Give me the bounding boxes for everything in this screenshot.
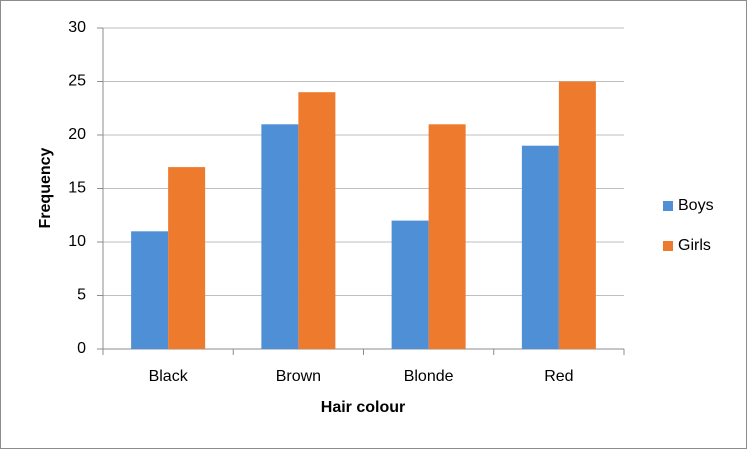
x-tick-label: Brown bbox=[276, 368, 321, 385]
bar bbox=[521, 145, 559, 349]
y-tick-label: 0 bbox=[77, 340, 86, 357]
y-tick-label: 20 bbox=[68, 126, 86, 143]
y-axis-title: Frequency bbox=[37, 147, 54, 228]
bar bbox=[261, 124, 299, 349]
y-tick-label: 25 bbox=[68, 73, 86, 90]
y-tick-label: 15 bbox=[68, 180, 86, 197]
y-tick-label: 10 bbox=[68, 233, 86, 250]
bar bbox=[428, 124, 466, 349]
bar bbox=[131, 231, 169, 349]
x-tick-label: Red bbox=[544, 368, 573, 385]
legend-swatch bbox=[663, 201, 673, 211]
legend-swatch bbox=[663, 241, 673, 251]
x-tick-label: Blonde bbox=[404, 368, 454, 385]
x-tick-label: Black bbox=[149, 368, 189, 385]
bar bbox=[168, 167, 206, 349]
y-tick-label: 30 bbox=[68, 19, 86, 36]
bar bbox=[391, 220, 429, 349]
y-tick-label: 5 bbox=[77, 287, 86, 304]
bar bbox=[558, 81, 596, 349]
x-axis-title: Hair colour bbox=[321, 399, 405, 416]
legend-label: Girls bbox=[678, 237, 711, 254]
bar bbox=[298, 92, 336, 349]
legend-label: Boys bbox=[678, 197, 714, 214]
